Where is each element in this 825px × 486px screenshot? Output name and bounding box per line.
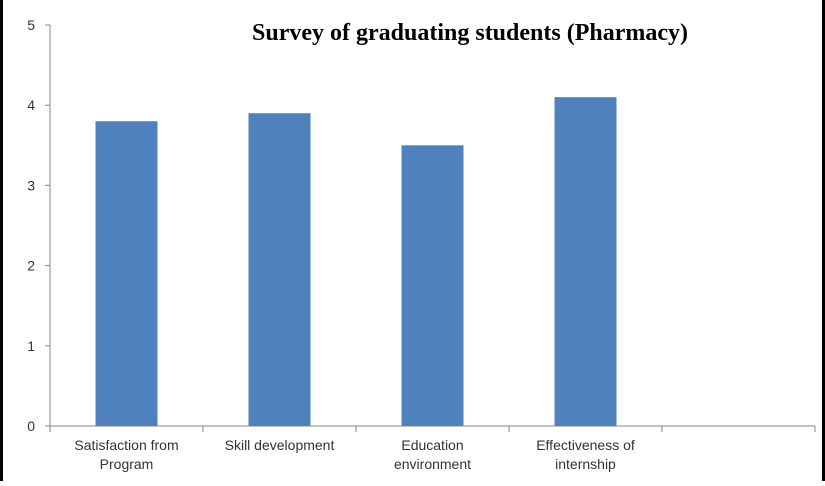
x-tick-label: Skill development (225, 437, 335, 453)
y-tick-label: 4 (27, 97, 35, 113)
y-tick-label: 2 (27, 258, 35, 274)
y-tick-label: 1 (27, 338, 35, 354)
bar (401, 145, 464, 427)
x-tick-label: Effectiveness of internship (536, 437, 635, 472)
category-labels: Satisfaction from Program Skill developmen… (74, 437, 635, 472)
bar (95, 121, 158, 427)
y-tick-label: 3 (27, 177, 35, 193)
x-tick-label: Satisfaction from Program (74, 437, 178, 472)
x-tick-label: Education environment (394, 437, 471, 472)
right-border (822, 0, 825, 481)
bar (554, 97, 617, 427)
left-border (0, 0, 3, 481)
bar (248, 113, 311, 426)
bars (95, 97, 617, 427)
chart-title: Survey of graduating students (Pharmacy) (252, 20, 688, 46)
y-tick-label: 0 (27, 418, 35, 434)
y-tick-label: 5 (27, 17, 35, 33)
